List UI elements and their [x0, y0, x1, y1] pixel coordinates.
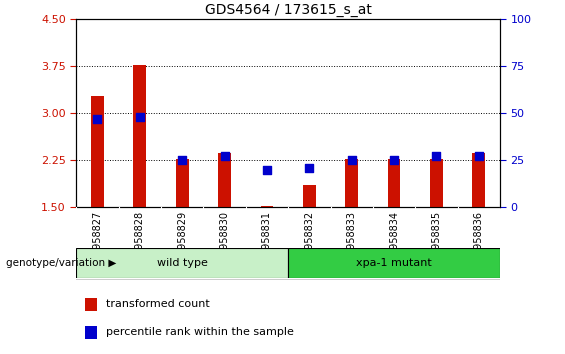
- Text: GSM958827: GSM958827: [93, 211, 102, 270]
- Text: wild type: wild type: [157, 258, 208, 268]
- Point: [220, 154, 229, 159]
- Bar: [76, 248, 288, 278]
- Point: [177, 157, 186, 163]
- Bar: [388, 159, 401, 207]
- Bar: [430, 159, 443, 207]
- Text: GSM958833: GSM958833: [347, 211, 357, 270]
- Text: GSM958829: GSM958829: [177, 211, 187, 270]
- Point: [262, 167, 271, 172]
- Point: [474, 154, 483, 159]
- Text: transformed count: transformed count: [106, 299, 210, 309]
- Text: xpa-1 mutant: xpa-1 mutant: [356, 258, 432, 268]
- Title: GDS4564 / 173615_s_at: GDS4564 / 173615_s_at: [205, 3, 372, 17]
- Bar: [218, 153, 231, 207]
- Bar: [91, 96, 104, 207]
- Point: [347, 157, 356, 163]
- Text: GSM958834: GSM958834: [389, 211, 399, 270]
- Bar: [176, 159, 189, 207]
- Bar: [85, 297, 98, 311]
- Text: GSM958828: GSM958828: [135, 211, 145, 270]
- Bar: [303, 185, 316, 207]
- Point: [93, 116, 102, 122]
- Text: GSM958832: GSM958832: [305, 211, 314, 270]
- Text: GSM958831: GSM958831: [262, 211, 272, 270]
- Text: genotype/variation ▶: genotype/variation ▶: [6, 258, 116, 268]
- Bar: [288, 248, 500, 278]
- Text: GSM958836: GSM958836: [474, 211, 484, 270]
- Point: [389, 157, 398, 163]
- Point: [305, 165, 314, 171]
- Bar: [345, 159, 358, 207]
- Bar: [260, 206, 273, 207]
- Point: [136, 114, 145, 120]
- Point: [432, 154, 441, 159]
- Bar: [85, 326, 98, 339]
- Text: GSM958835: GSM958835: [432, 211, 441, 270]
- Text: GSM958830: GSM958830: [220, 211, 229, 270]
- Bar: [133, 65, 146, 207]
- Text: percentile rank within the sample: percentile rank within the sample: [106, 327, 294, 337]
- Bar: [472, 153, 485, 207]
